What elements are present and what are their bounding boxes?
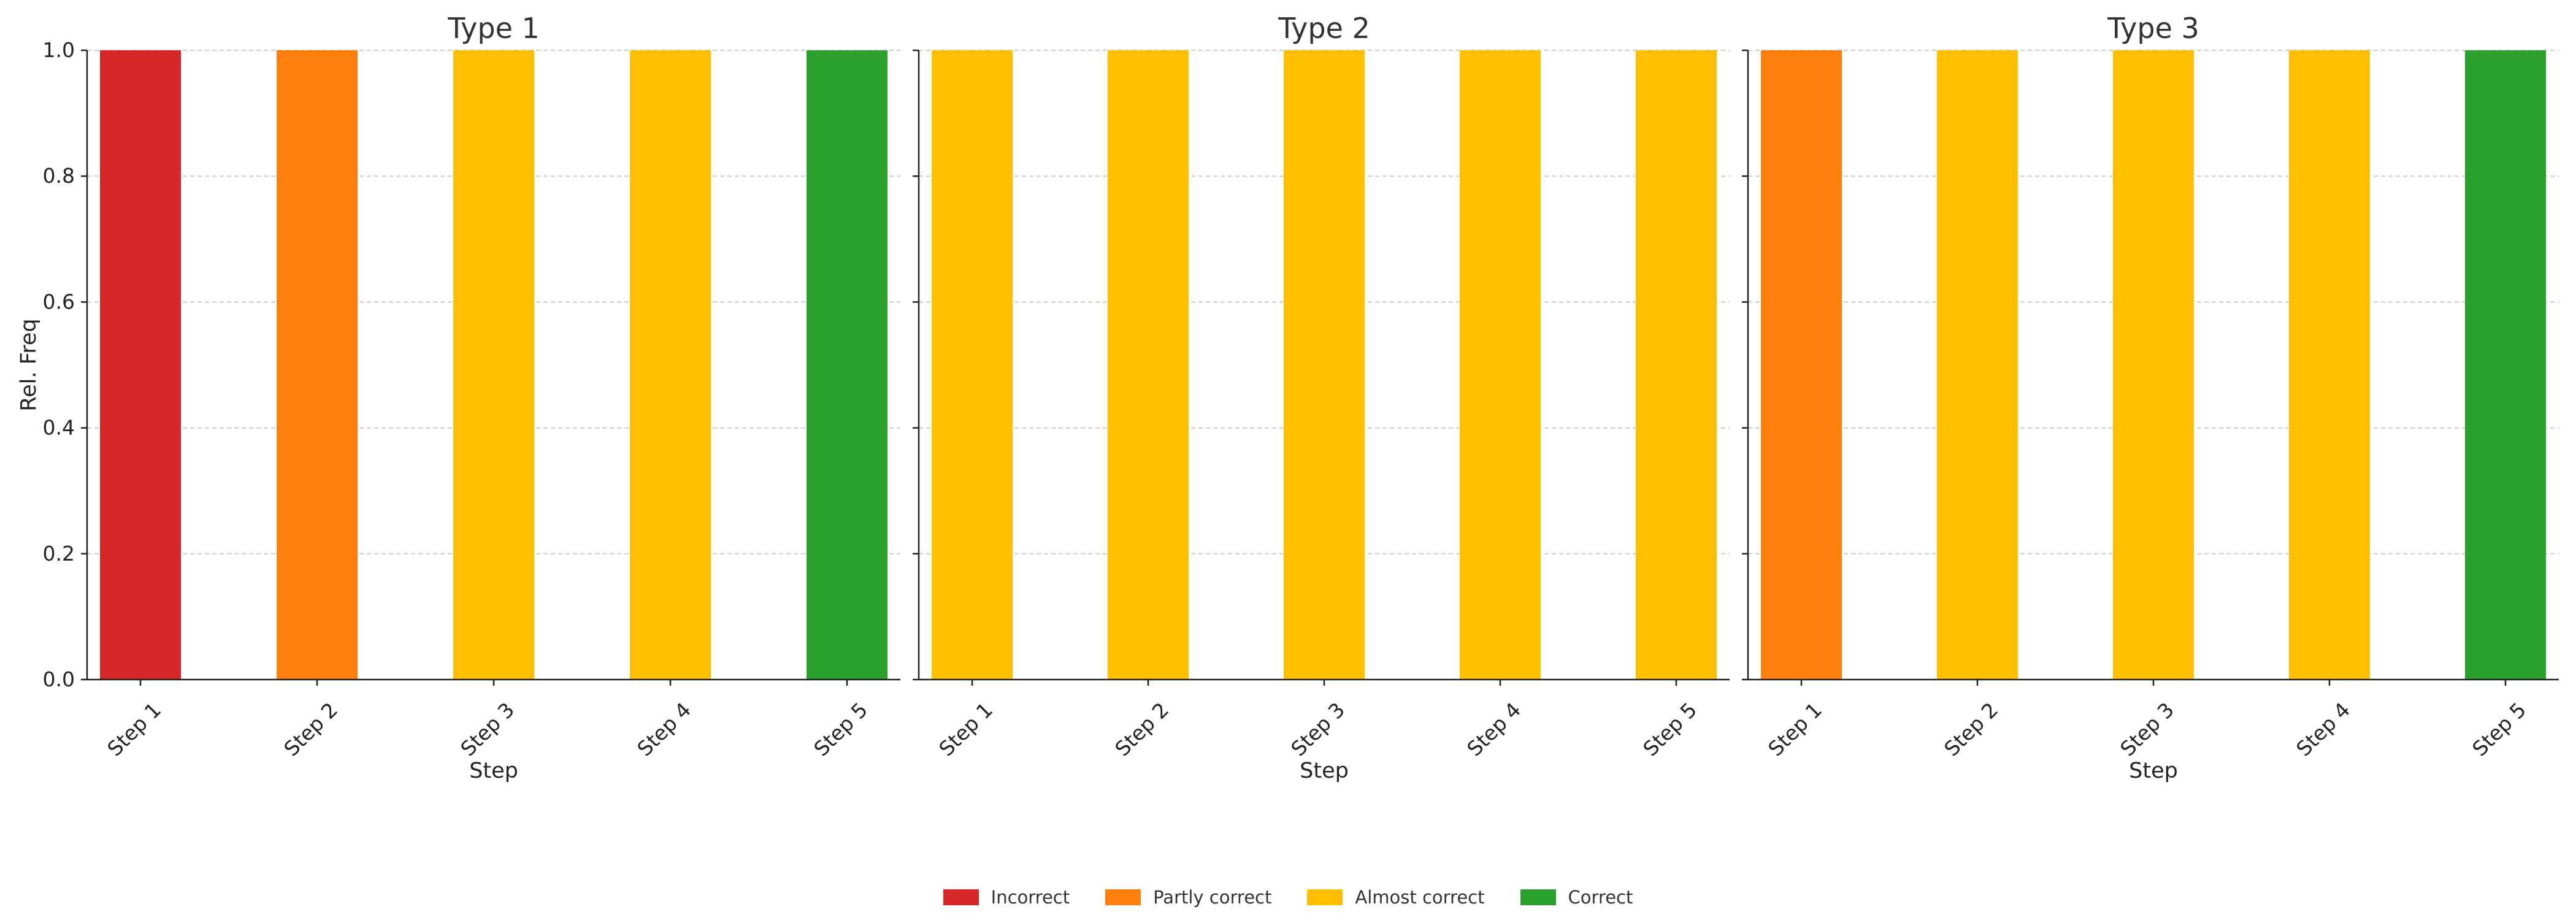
x-tick-label: Step 1 — [1763, 698, 1827, 761]
panel-title: Type 3 — [2107, 12, 2199, 45]
y-tick-label: 0.2 — [43, 542, 75, 565]
legend-item: Incorrect — [943, 887, 1070, 908]
x-tick-label: Step 2 — [1939, 698, 2003, 761]
panel-title: Type 1 — [447, 12, 540, 45]
bar-segment — [1284, 50, 1365, 680]
x-tick-label: Step 4 — [1462, 698, 1525, 761]
x-tick-label: Step 1 — [102, 698, 166, 761]
bar-segment — [807, 50, 887, 680]
bar-segment — [453, 50, 534, 680]
x-tick-label: Step 3 — [456, 698, 519, 761]
x-axis-label: Step — [1300, 759, 1349, 783]
y-tick-label: 1.0 — [43, 38, 75, 62]
chart-panel: Step 1 Step 2 Step 3 Step 4 Step 5 Step Type 3 — [1742, 12, 2559, 783]
y-tick-label: 0.0 — [43, 667, 75, 691]
chart-legend: Incorrect Partly correct Almost correct Cor… — [0, 883, 2576, 911]
x-tick-label: Step 1 — [934, 698, 997, 761]
x-tick-label: Step 2 — [279, 698, 342, 761]
x-tick-label: Step 2 — [1110, 698, 1173, 761]
legend-item: Partly correct — [1105, 887, 1271, 908]
legend-swatch — [1520, 889, 1556, 905]
x-axis-label: Step — [469, 759, 518, 783]
bar-segment — [1937, 50, 2018, 680]
y-tick-label: 0.6 — [43, 289, 75, 313]
bar-segment — [2113, 50, 2194, 680]
x-tick-label: Step 5 — [1638, 698, 1701, 761]
x-tick-label: Step 5 — [809, 698, 872, 761]
legend-label: Partly correct — [1153, 887, 1272, 908]
bar-segment — [2289, 50, 2370, 680]
bar-segment — [277, 50, 358, 680]
legend-swatch — [1105, 889, 1141, 905]
panel-title: Type 2 — [1278, 12, 1370, 45]
legend-item: Almost correct — [1307, 887, 1485, 908]
x-tick-label: Step 3 — [1286, 698, 1349, 761]
bar-segment — [1636, 50, 1717, 680]
bar-segment — [100, 50, 181, 680]
legend-item: Correct — [1520, 887, 1633, 908]
x-axis-label: Step — [2129, 759, 2178, 783]
y-tick-label: 0.4 — [43, 416, 75, 440]
x-tick-label: Step 3 — [2115, 698, 2179, 761]
legend-swatch — [1307, 889, 1343, 905]
bar-segment — [1761, 50, 1842, 680]
legend-label: Almost correct — [1355, 887, 1485, 908]
bar-segment — [1460, 50, 1541, 680]
legend-label: Incorrect — [991, 887, 1070, 908]
x-tick-label: Step 4 — [632, 698, 696, 761]
y-axis-label: Rel. Freq — [17, 318, 41, 411]
chart-panel: Step 1 Step 2 Step 3 Step 4 Step 5 Step Type 2 — [913, 12, 1730, 783]
x-tick-label: Step 4 — [2291, 698, 2355, 761]
legend-swatch — [943, 889, 979, 905]
bar-segment — [2465, 50, 2546, 680]
bar-segment — [932, 50, 1013, 680]
legend-label: Correct — [1568, 887, 1633, 908]
x-tick-label: Step 5 — [2467, 698, 2531, 761]
bar-segment — [1108, 50, 1189, 680]
y-tick-label: 0.8 — [43, 164, 75, 188]
bar-segment — [630, 50, 711, 680]
